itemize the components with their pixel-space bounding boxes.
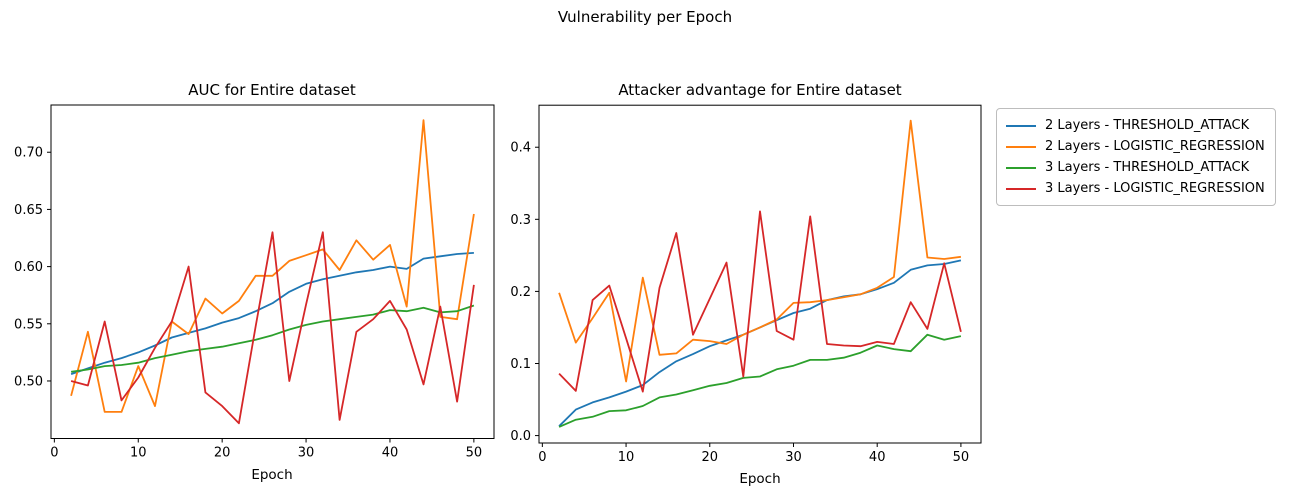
y-tick-label: 0.65 [14,203,43,218]
line-2-layers-logistic-regression [558,119,962,383]
legend-item-label: 2 Layers - LOGISTIC_REGRESSION [1045,139,1265,154]
line-2-layers-threshold-attack [70,252,474,375]
line-3-layers-logistic-regression [558,210,962,393]
legend-item-label: 2 Layers - THRESHOLD_ATTACK [1045,118,1250,133]
legend-line-swatch [1006,166,1036,169]
legend-item-label: 3 Layers - THRESHOLD_ATTACK [1045,160,1250,175]
y-tick-label: 0.50 [14,374,43,389]
legend-line-swatch [1006,187,1036,190]
x-tick-label: 30 [785,450,802,465]
x-tick-label: 50 [953,450,970,465]
legend-line-swatch [1006,145,1036,148]
advantage-xaxis-label: Epoch [739,471,780,487]
auc-chart: AUC for Entire dataset Epoch 0 10 20 30 40 50… [14,81,495,483]
y-tick-label: 0.55 [14,317,43,332]
x-tick-label: 30 [298,446,315,461]
axes-frame [50,104,495,439]
line-3-layers-threshold-attack [70,304,475,373]
x-tick-label: 0 [50,446,58,461]
x-tick-label: 40 [869,450,886,465]
legend-item: 3 Layers - THRESHOLD_ATTACK [1006,157,1265,178]
y-tick-label: 0.1 [510,357,531,372]
x-tick-label: 10 [618,450,635,465]
advantage-chart-title: Attacker advantage for Entire dataset [618,81,901,99]
legend-item-label: 3 Layers - LOGISTIC_REGRESSION [1045,181,1265,196]
y-tick-label: 0.70 [14,146,43,161]
y-tick-label: 0.3 [510,213,531,228]
y-tick-label: 0.4 [510,141,531,156]
auc-xaxis-label: Epoch [251,467,292,483]
legend-item: 3 Layers - LOGISTIC_REGRESSION [1006,178,1265,199]
x-tick-label: 50 [466,446,483,461]
x-tick-label: 40 [382,446,399,461]
legend-line-swatch [1006,124,1036,127]
legend-item: 2 Layers - THRESHOLD_ATTACK [1006,115,1265,136]
figure-title: Vulnerability per Epoch [558,8,732,26]
legend-item: 2 Layers - LOGISTIC_REGRESSION [1006,136,1265,157]
line-2-layers-logistic-regression [70,119,475,413]
x-tick-label: 0 [538,450,546,465]
x-tick-label: 20 [214,446,231,461]
line-3-layers-threshold-attack [558,333,962,428]
y-tick-label: 0.60 [14,260,43,275]
auc-chart-title: AUC for Entire dataset [188,81,356,99]
x-tick-label: 10 [130,446,147,461]
line-3-layers-logistic-regression [70,231,475,425]
legend: 2 Layers - THRESHOLD_ATTACK 2 Layers - LO… [996,108,1276,206]
y-tick-label: 0.2 [510,285,531,300]
y-tick-label: 0.0 [510,429,531,444]
axes-frame [538,104,982,444]
x-tick-label: 20 [701,450,718,465]
advantage-chart: Attacker advantage for Entire dataset Ep… [510,81,982,487]
